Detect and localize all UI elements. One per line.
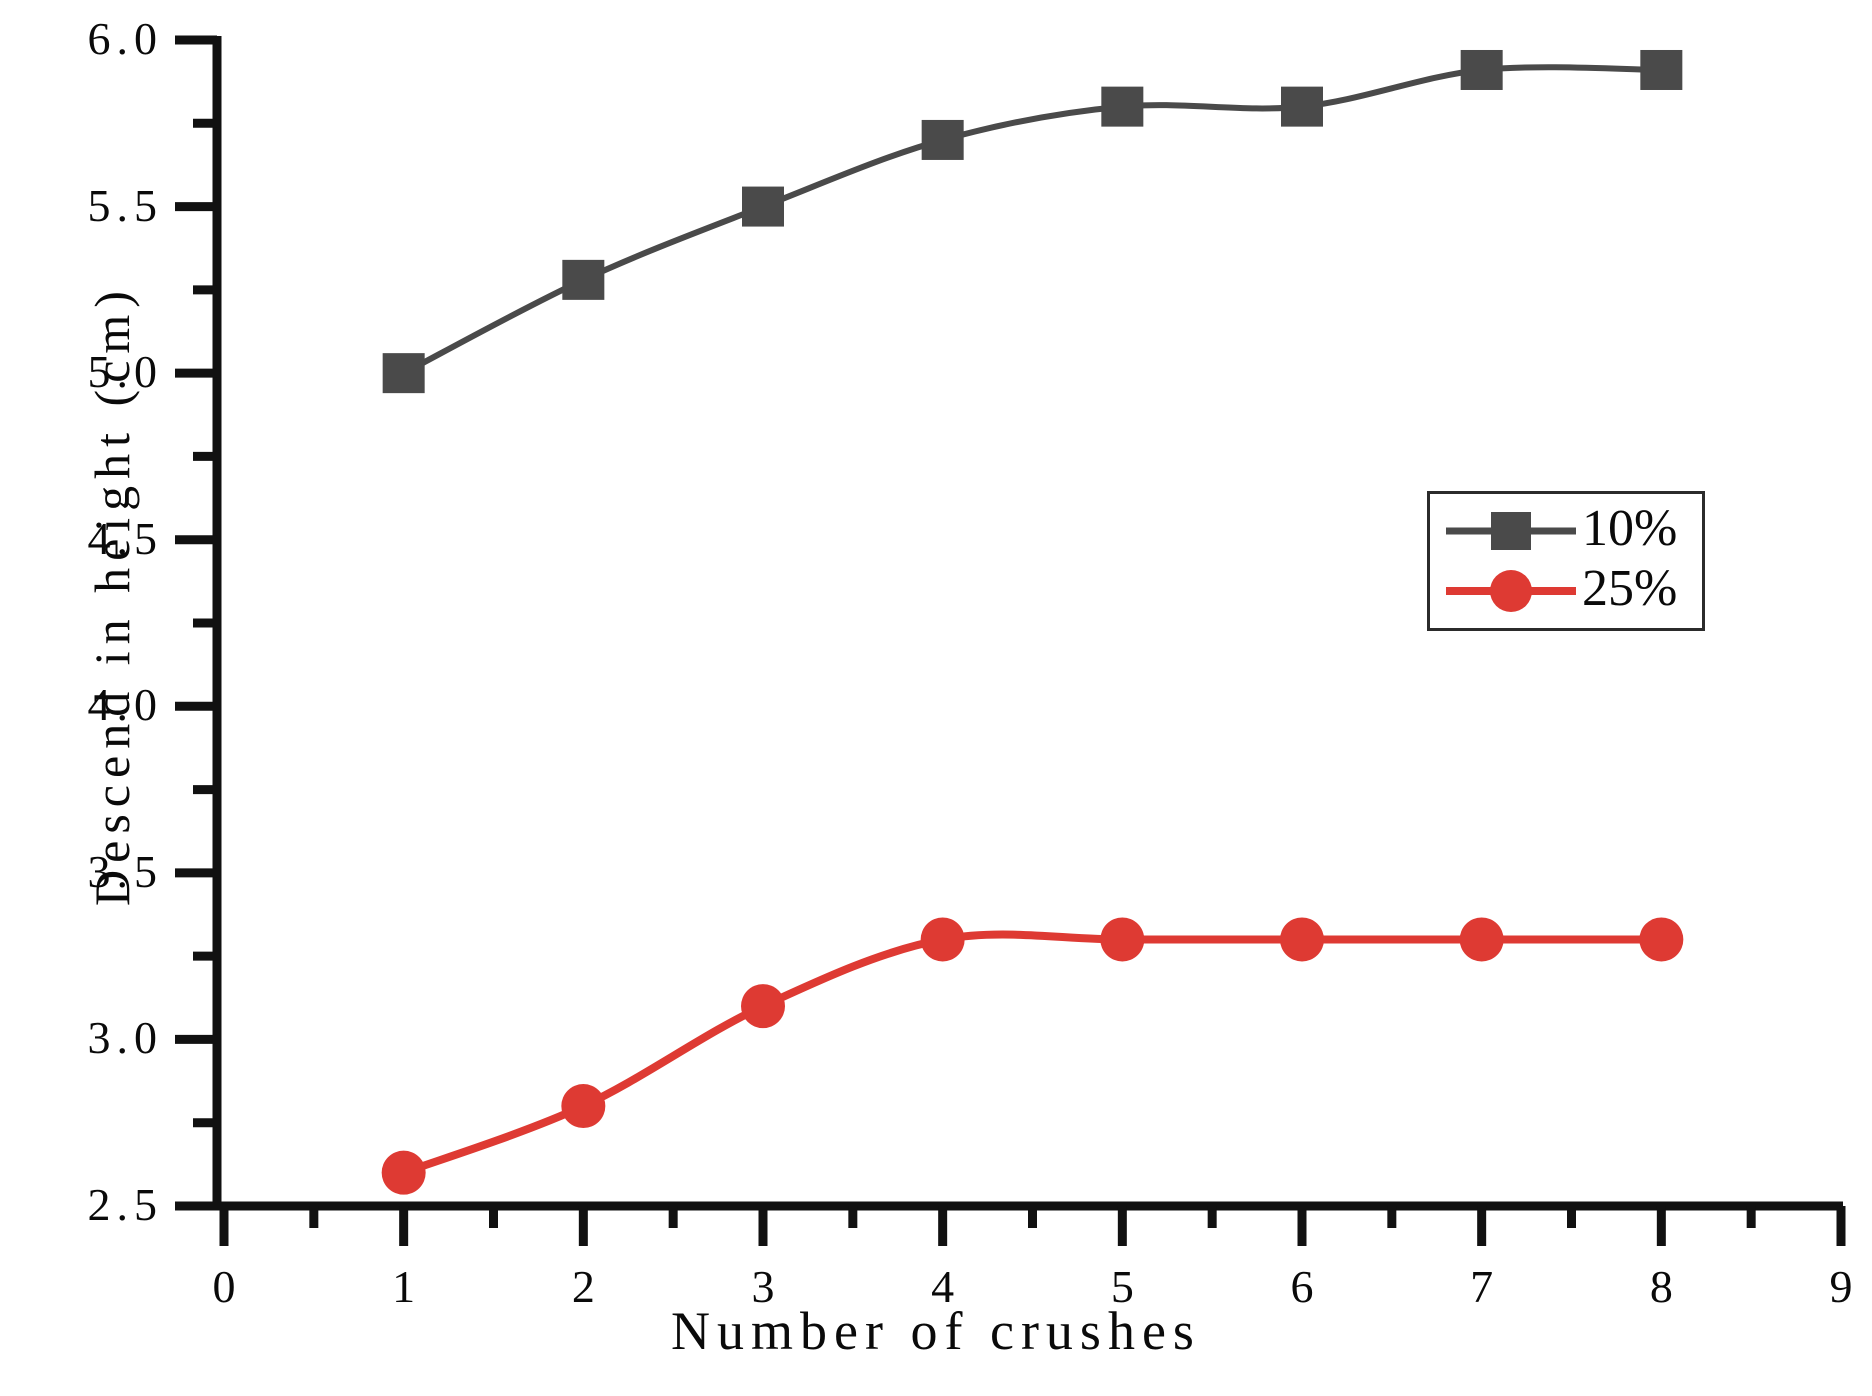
data-point-marker-circle[interactable]: [1280, 917, 1324, 962]
data-point-marker-circle[interactable]: [1100, 917, 1145, 962]
legend-label-25pct: 25%: [1582, 560, 1678, 617]
y-tick-label: 5.5: [87, 179, 163, 231]
series-line-10pct: [400, 64, 1665, 377]
data-point-marker-circle[interactable]: [561, 1084, 606, 1129]
x-tick-label: 3: [751, 1261, 775, 1312]
x-tick-label: 2: [571, 1261, 595, 1312]
data-point-marker-circle[interactable]: [1459, 917, 1504, 962]
y-tick-label: 2.5: [87, 1179, 163, 1230]
data-point-marker-circle[interactable]: [920, 917, 965, 962]
data-point-marker-circle[interactable]: [741, 984, 785, 1029]
x-tick-label: 6: [1290, 1261, 1314, 1312]
x-axis-title: Number of crushes: [671, 1301, 1201, 1361]
data-point-marker-square[interactable]: [382, 353, 425, 394]
legend-label-10pct: 10%: [1582, 500, 1678, 557]
x-tick-label: 4: [931, 1261, 955, 1312]
legend-entry-10pct[interactable]: 10%: [1430, 500, 1708, 562]
y-tick-label: 4.5: [87, 512, 163, 564]
legend-entry-25pct[interactable]: 25%: [1430, 560, 1708, 622]
x-tick-label: 9: [1829, 1261, 1853, 1312]
series-line-25pct: [399, 930, 1666, 1177]
x-tick-label: 5: [1110, 1261, 1134, 1312]
y-tick-label: 4.0: [87, 679, 163, 731]
y-tick-label: 3.0: [87, 1012, 163, 1064]
x-tick-label: 1: [392, 1261, 416, 1312]
legend-swatch-circle-icon: [1446, 570, 1576, 612]
x-tick-label: 8: [1649, 1261, 1673, 1312]
data-point-marker-square[interactable]: [1101, 86, 1144, 127]
y-tick-label: 5.0: [87, 346, 163, 398]
legend-swatch-square-icon: [1446, 512, 1576, 550]
chart-legend[interactable]: 10% 25%: [1427, 491, 1705, 631]
data-point-marker-square[interactable]: [921, 119, 964, 160]
data-point-marker-square[interactable]: [742, 186, 784, 227]
x-tick-label: 0: [212, 1261, 236, 1312]
data-point-marker-square[interactable]: [562, 259, 605, 300]
data-point-marker-circle[interactable]: [381, 1150, 426, 1195]
y-tick-label: 3.5: [87, 845, 163, 897]
y-tick-label: 6.0: [87, 13, 163, 64]
data-point-marker-circle[interactable]: [1639, 917, 1684, 962]
data-point-marker-square[interactable]: [1281, 86, 1323, 127]
data-point-marker-square[interactable]: [1460, 49, 1503, 90]
data-point-marker-square[interactable]: [1640, 49, 1683, 90]
x-tick-label: 7: [1470, 1261, 1494, 1312]
